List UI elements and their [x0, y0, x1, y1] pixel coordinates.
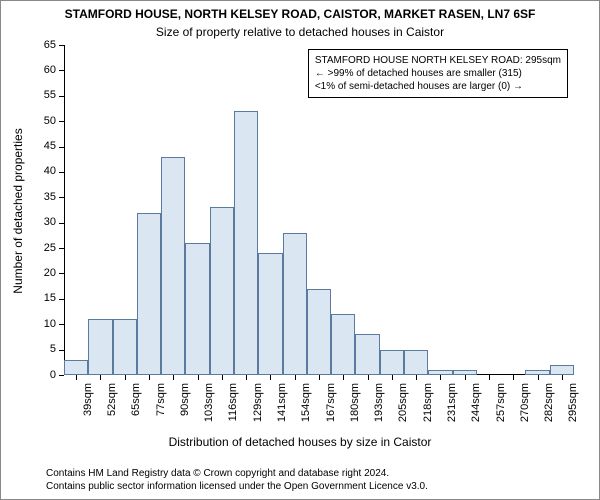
histogram-bar [550, 365, 574, 375]
x-tick-label: 282sqm [543, 383, 555, 433]
x-tick-label: 270sqm [519, 383, 531, 433]
x-tick-label: 257sqm [495, 383, 507, 433]
y-tick-label: 5 [34, 343, 56, 355]
y-tick-label: 25 [34, 242, 56, 254]
x-tick-label: 295sqm [567, 383, 579, 433]
x-tick-label: 141sqm [276, 383, 288, 433]
x-tick-label: 231sqm [446, 383, 458, 433]
histogram-bar [88, 319, 112, 375]
y-tick-label: 0 [34, 369, 56, 381]
legend-box: STAMFORD HOUSE NORTH KELSEY ROAD: 295sqm… [308, 49, 568, 98]
x-tick-label: 167sqm [325, 383, 337, 433]
histogram-bar [331, 314, 355, 375]
y-tick-mark [59, 70, 64, 71]
x-tick-label: 205sqm [397, 383, 409, 433]
x-tick-mark [562, 375, 563, 380]
legend-line-3: <1% of semi-detached houses are larger (… [315, 80, 561, 93]
y-tick-mark [59, 299, 64, 300]
x-tick-mark [100, 375, 101, 380]
x-tick-mark [416, 375, 417, 380]
x-tick-mark [198, 375, 199, 380]
legend-line-2: ← >99% of detached houses are smaller (3… [315, 67, 561, 80]
x-tick-mark [125, 375, 126, 380]
y-tick-mark [59, 45, 64, 46]
y-tick-label: 65 [34, 39, 56, 51]
x-tick-label: 65sqm [130, 383, 142, 433]
y-tick-label: 20 [34, 267, 56, 279]
x-tick-mark [76, 375, 77, 380]
y-tick-label: 50 [34, 115, 56, 127]
y-tick-label: 15 [34, 292, 56, 304]
x-tick-mark [173, 375, 174, 380]
y-tick-mark [59, 121, 64, 122]
x-tick-mark [319, 375, 320, 380]
y-tick-mark [59, 273, 64, 274]
x-tick-label: 52sqm [106, 383, 118, 433]
y-tick-mark [59, 96, 64, 97]
footer-attribution: Contains HM Land Registry data © Crown c… [46, 468, 428, 493]
histogram-bar [404, 350, 428, 375]
y-tick-label: 30 [34, 216, 56, 228]
histogram-bar [258, 253, 282, 375]
x-tick-label: 129sqm [252, 383, 264, 433]
histogram-bar [380, 350, 404, 375]
footer-line-2: Contains public sector information licen… [46, 481, 428, 494]
x-tick-mark [149, 375, 150, 380]
x-tick-mark [538, 375, 539, 380]
y-tick-label: 40 [34, 165, 56, 177]
histogram-bar [307, 289, 331, 375]
y-tick-mark [59, 197, 64, 198]
y-tick-mark [59, 223, 64, 224]
x-tick-mark [222, 375, 223, 380]
x-tick-mark [489, 375, 490, 380]
x-tick-label: 218sqm [422, 383, 434, 433]
x-tick-label: 103sqm [203, 383, 215, 433]
x-tick-mark [368, 375, 369, 380]
y-tick-mark [59, 172, 64, 173]
x-tick-label: 154sqm [300, 383, 312, 433]
y-tick-mark [59, 324, 64, 325]
x-tick-label: 77sqm [155, 383, 167, 433]
x-tick-mark [270, 375, 271, 380]
histogram-bar [185, 243, 209, 375]
histogram-bar [64, 360, 88, 375]
histogram-bar [355, 334, 379, 375]
y-tick-mark [59, 350, 64, 351]
x-axis-label: Distribution of detached houses by size … [1, 435, 599, 449]
chart-title-line2: Size of property relative to detached ho… [1, 25, 599, 39]
y-tick-label: 45 [34, 140, 56, 152]
footer-line-1: Contains HM Land Registry data © Crown c… [46, 468, 428, 481]
x-tick-label: 116sqm [227, 383, 239, 433]
y-tick-label: 35 [34, 191, 56, 203]
x-tick-mark [465, 375, 466, 380]
y-tick-mark [59, 248, 64, 249]
y-tick-label: 55 [34, 89, 56, 101]
x-tick-mark [513, 375, 514, 380]
x-tick-label: 39sqm [82, 383, 94, 433]
legend-line-1: STAMFORD HOUSE NORTH KELSEY ROAD: 295sqm [315, 54, 561, 67]
x-tick-mark [440, 375, 441, 380]
x-tick-mark [392, 375, 393, 380]
chart-container: STAMFORD HOUSE, NORTH KELSEY ROAD, CAIST… [0, 0, 600, 500]
x-tick-label: 180sqm [349, 383, 361, 433]
y-axis-line [64, 45, 65, 375]
x-tick-label: 90sqm [179, 383, 191, 433]
y-tick-mark [59, 375, 64, 376]
histogram-bar [283, 233, 307, 375]
x-tick-mark [295, 375, 296, 380]
x-tick-mark [343, 375, 344, 380]
x-tick-label: 193sqm [373, 383, 385, 433]
y-tick-label: 10 [34, 318, 56, 330]
histogram-bar [161, 157, 185, 375]
y-tick-label: 60 [34, 64, 56, 76]
histogram-bar [113, 319, 137, 375]
histogram-bar [234, 111, 258, 375]
y-axis-label: Number of detached properties [11, 46, 25, 376]
chart-title-line1: STAMFORD HOUSE, NORTH KELSEY ROAD, CAIST… [1, 7, 599, 21]
x-tick-label: 244sqm [470, 383, 482, 433]
histogram-bar [210, 207, 234, 375]
y-tick-mark [59, 147, 64, 148]
histogram-bar [137, 213, 161, 375]
x-tick-mark [246, 375, 247, 380]
